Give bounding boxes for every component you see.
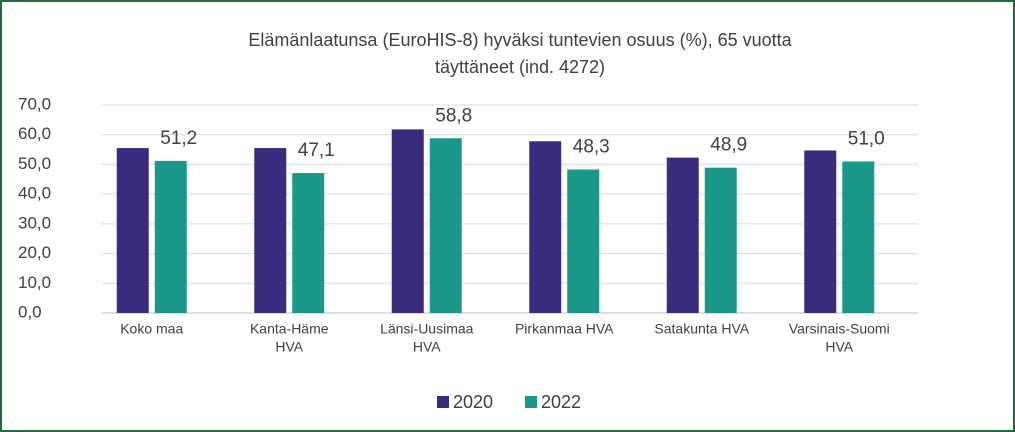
legend-swatch [525,396,537,408]
x-tick-label: Länsi-Uusimaa [380,321,474,337]
y-tick-label: 30,0 [18,213,51,232]
bar [567,169,600,313]
bar [254,148,287,313]
bar [116,148,149,313]
bar [842,161,875,313]
legend-label: 2020 [453,392,493,412]
y-tick-label: 60,0 [18,124,51,143]
bar [666,157,699,313]
x-tick-label: Kanta-Häme [250,321,329,337]
y-tick-label: 20,0 [18,243,51,262]
y-tick-label: 40,0 [18,184,51,203]
data-label: 58,8 [435,105,472,126]
x-tick-label: HVA [825,339,853,355]
bar [292,173,325,313]
x-tick-label: Koko maa [120,321,183,337]
x-tick-label: Pirkanmaa HVA [515,321,614,337]
y-tick-label: 70,0 [18,94,51,113]
legend-swatch [437,396,449,408]
data-label: 47,1 [298,140,335,161]
data-label: 51,2 [160,128,197,149]
y-tick-label: 0,0 [18,302,42,321]
y-tick-label: 10,0 [18,273,51,292]
y-tick-label: 50,0 [18,154,51,173]
bar [804,150,837,313]
bar [704,167,737,313]
x-tick-label: Varsinais-Suomi [789,321,890,337]
chart-title: täyttäneet (ind. 4272) [435,57,605,77]
data-label: 48,3 [573,136,610,157]
x-tick-label: HVA [413,339,441,355]
chart-title: Elämänlaatunsa (EuroHIS-8) hyväksi tunte… [248,30,792,50]
legend-label: 2022 [541,392,581,412]
bar [154,160,187,313]
bar [429,138,462,313]
x-tick-label: HVA [275,339,303,355]
bar [529,141,562,313]
data-label: 48,9 [710,135,747,156]
x-tick-label: Satakunta HVA [654,321,749,337]
bar [391,129,424,313]
data-label: 51,0 [848,128,885,149]
